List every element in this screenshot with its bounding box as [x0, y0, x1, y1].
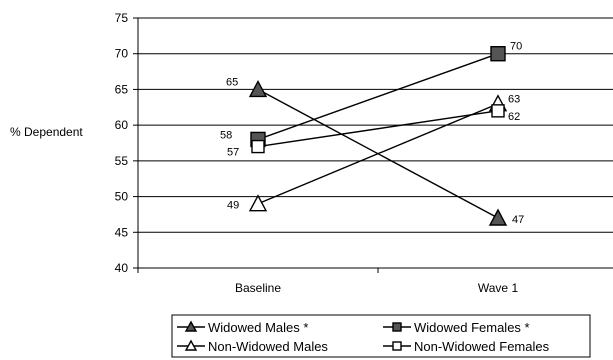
legend-label: Non-Widowed Females — [414, 339, 550, 354]
series-group: 65 47 58 70 49 63 57 62 — [220, 41, 524, 226]
y-tick-label: 65 — [115, 82, 129, 96]
y-ticks: 40 45 50 55 60 65 70 75 — [115, 11, 138, 275]
x-tick-label: Wave 1 — [478, 281, 519, 295]
legend-label: Widowed Females * — [414, 320, 530, 335]
data-label: 65 — [226, 76, 238, 88]
y-tick-label: 55 — [115, 154, 129, 168]
data-point — [490, 46, 506, 62]
data-point — [491, 104, 505, 118]
legend-marker — [184, 320, 198, 332]
series-line — [257, 110, 499, 148]
data-point — [248, 194, 268, 212]
series-3: 49 63 — [227, 94, 520, 212]
data-label: 63 — [508, 94, 520, 106]
data-label: 47 — [512, 214, 524, 226]
y-axis-label: % Dependent — [10, 125, 83, 139]
legend: Widowed Males * Widowed Females * Non-Wido… — [171, 314, 591, 358]
legend-marker — [184, 339, 198, 351]
legend-box — [171, 314, 591, 358]
legend-item: Non-Widowed Males — [177, 339, 328, 354]
data-label: 58 — [220, 129, 232, 141]
data-label: 49 — [227, 200, 239, 212]
y-tick-label: 45 — [115, 225, 129, 239]
legend-marker — [392, 341, 402, 351]
data-point — [251, 139, 265, 154]
series-line — [257, 53, 499, 141]
y-tick-label: 75 — [115, 11, 129, 25]
legend-label: Widowed Males * — [208, 320, 308, 335]
data-label: 62 — [508, 111, 520, 123]
legend-item: Widowed Males * — [177, 320, 308, 335]
series-4: 57 62 — [227, 104, 520, 159]
legend-item: Non-Widowed Females — [383, 339, 550, 354]
legend-item: Widowed Females * — [383, 320, 530, 335]
y-tick-label: 60 — [115, 118, 129, 132]
series-line — [257, 103, 499, 205]
y-tick-label: 70 — [115, 47, 129, 61]
data-point — [488, 208, 508, 226]
x-ticks: Baseline Wave 1 — [137, 268, 519, 295]
axes — [137, 18, 613, 269]
x-tick-label: Baseline — [235, 281, 281, 295]
data-label: 57 — [227, 147, 239, 159]
legend-label: Non-Widowed Males — [208, 339, 328, 354]
data-label: 70 — [510, 41, 522, 53]
y-tick-label: 50 — [115, 190, 129, 204]
legend-marker — [392, 322, 402, 332]
y-tick-label: 40 — [115, 261, 129, 275]
series-1: 65 47 — [226, 76, 524, 226]
gridlines — [138, 17, 613, 233]
data-point — [248, 79, 268, 98]
